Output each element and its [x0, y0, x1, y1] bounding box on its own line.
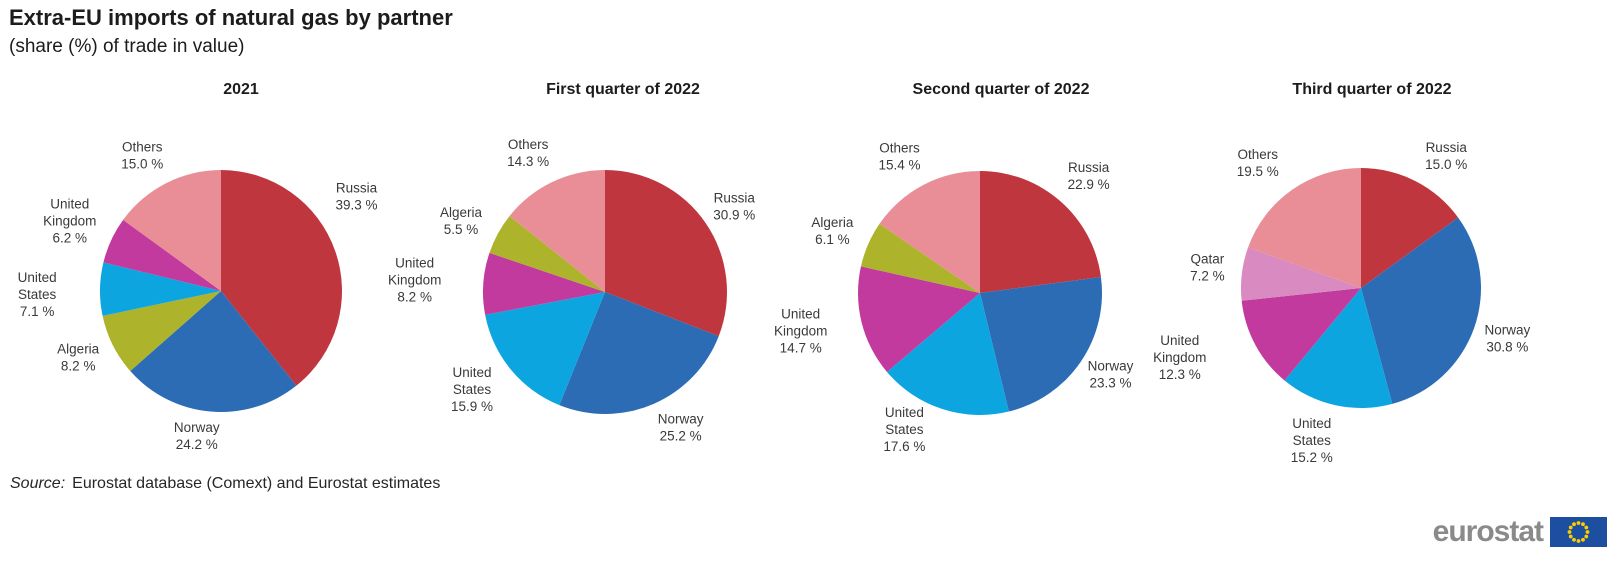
pie-chart-2021: Russia 39.3 %Norway 24.2 %Algeria 8.2 %Unit… — [18, 140, 378, 453]
pie-slice-united-states — [99, 262, 221, 316]
slice-label-united-kingdom: United Kingdom 6.2 % — [43, 196, 96, 245]
slice-label-united-states: United States 7.1 % — [18, 270, 57, 319]
chart-title-q1-2022: First quarter of 2022 — [546, 81, 700, 98]
pie-slice-russia — [221, 170, 343, 386]
pie-slice-united-kingdom — [1241, 288, 1361, 381]
eu-flag-star — [1568, 525, 1573, 530]
pie-slice-others — [509, 170, 605, 292]
pie-slice-russia — [1361, 168, 1459, 288]
page-title: Extra-EU imports of natural gas by partn… — [9, 5, 453, 30]
eu-flag-star — [1584, 534, 1589, 539]
eu-flag-star — [1576, 521, 1581, 525]
pie-slice-russia — [980, 171, 1101, 293]
eu-flag-star — [1581, 537, 1585, 542]
pie-slice-others — [1248, 168, 1361, 288]
pie-chart-first-quarter-of-2022: Russia 30.9 % Norway 25.2 % United States 15.9… — [388, 137, 755, 444]
slice-label-others: Others 19.5 % — [1237, 147, 1279, 179]
eurostat-logo: eurostat — [1433, 517, 1607, 547]
slice-label-norway: Norway 25.2 % — [658, 411, 704, 443]
slice-label-united-states: United States 17.6 % — [883, 405, 925, 454]
pie-chart-third-quarter-of-2022: Russia 15.0 % Norway 30.8 % United States 15.2… — [1153, 140, 1531, 465]
source-text: Eurostat database (Comext) and Eurostat … — [72, 475, 441, 492]
pie-slice-united-states — [485, 292, 605, 406]
pie-slice-algeria — [489, 216, 605, 292]
eu-flag-stars — [1567, 521, 1590, 543]
pie-slice-norway — [559, 292, 719, 414]
pie-slice-united-kingdom — [858, 266, 980, 372]
slice-label-russia: Russia 30.9 % — [713, 191, 755, 223]
slice-label-norway: Norway 23.3 % — [1088, 359, 1134, 391]
slice-label-russia: Russia 22.9 % — [1068, 160, 1110, 192]
slice-label-norway: Norway 24.2 % — [174, 420, 220, 452]
slice-label-united-kingdom: United Kingdom 14.7 % — [774, 306, 827, 355]
pie-slice-algeria — [102, 291, 221, 372]
pie-slice-qatar — [1240, 247, 1361, 301]
source-note: Source: Eurostat database (Comext) and Eu… — [10, 475, 440, 493]
eu-flag-star — [1581, 522, 1585, 527]
pie-chart-second-quarter-of-2022: Russia 22.9 % Norway 23.3 % United States 17.6… — [774, 140, 1134, 454]
slice-label-united-kingdom: United Kingdom 12.3 % — [1153, 333, 1206, 382]
eu-flag-star — [1568, 534, 1573, 539]
pie-slice-united-kingdom — [103, 219, 221, 291]
eu-flag-star — [1576, 539, 1581, 543]
slice-label-others: Others 15.4 % — [878, 140, 920, 172]
slice-label-united-states: United States 15.9 % — [451, 365, 493, 414]
eu-flag-icon — [1550, 517, 1607, 547]
slice-label-algeria: Algeria 5.5 % — [440, 205, 483, 237]
eu-flag-star — [1567, 530, 1572, 534]
eurostat-logo-text: eurostat — [1432, 515, 1544, 548]
slice-label-algeria: Algeria 8.2 % — [57, 342, 100, 374]
slice-label-qatar: Qatar 7.2 % — [1190, 252, 1225, 284]
pie-slice-algeria — [860, 223, 980, 293]
slice-label-algeria: Algeria 6.1 % — [811, 215, 854, 247]
eu-flag-star — [1584, 525, 1589, 530]
chart-title-q3-2022: Third quarter of 2022 — [1292, 81, 1452, 98]
page-subtitle: (share (%) of trade in value) — [9, 36, 245, 57]
chart-title-2021: 2021 — [223, 81, 259, 98]
pie-slice-norway — [130, 291, 297, 413]
chart-title-q2-2022: Second quarter of 2022 — [912, 81, 1090, 98]
slice-label-norway: Norway 30.8 % — [1485, 322, 1531, 354]
slice-label-others: Others 14.3 % — [507, 137, 549, 169]
eu-flag-star — [1585, 530, 1590, 534]
pie-slice-norway — [980, 276, 1103, 412]
pie-slice-others — [123, 170, 221, 291]
slice-label-united-states: United States 15.2 % — [1291, 416, 1333, 465]
slice-label-united-kingdom: United Kingdom 8.2 % — [388, 255, 441, 304]
eu-flag-star — [1572, 537, 1576, 542]
slice-label-russia: Russia 39.3 % — [335, 181, 377, 213]
slice-label-russia: Russia 15.0 % — [1425, 140, 1467, 172]
pie-slice-norway — [1361, 217, 1481, 404]
source-label: Source: — [10, 475, 66, 492]
pie-slice-united-states — [1284, 288, 1393, 409]
slice-label-others: Others 15.0 % — [121, 140, 163, 172]
pie-slice-others — [879, 171, 980, 293]
pie-slice-united-states — [886, 293, 1009, 416]
pie-slice-russia — [605, 170, 727, 337]
pie-slice-united-kingdom — [482, 252, 605, 315]
eu-flag-star — [1572, 522, 1576, 527]
